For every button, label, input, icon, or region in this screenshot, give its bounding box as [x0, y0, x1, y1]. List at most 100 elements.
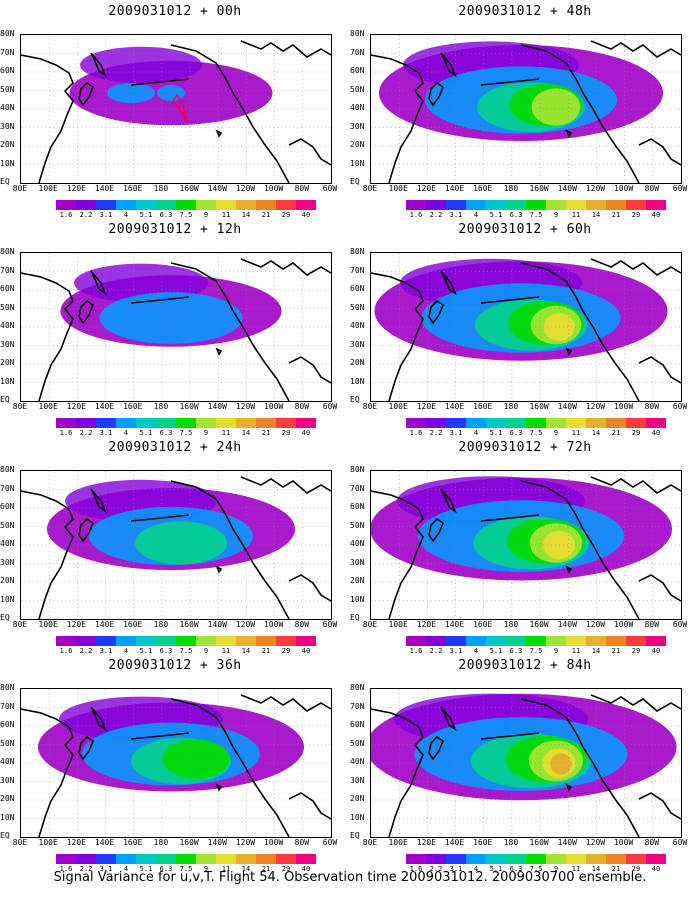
coastline: [215, 783, 223, 792]
colorbar-swatch: [276, 200, 296, 210]
coastline: [130, 78, 190, 86]
latitude-label: 20N: [0, 358, 15, 367]
coastline: [638, 138, 681, 166]
longitude-label: 100E: [38, 620, 58, 629]
colorbar-label: 6.3: [159, 211, 173, 219]
colorbar-swatch: [176, 636, 196, 646]
coastline: [520, 262, 640, 401]
colorbar-labels: 1.6 2.2 3.1 4 5.1 6.3 7.5 9 11 14 21 29 40: [406, 865, 666, 875]
longitude-label: 160E: [123, 838, 143, 847]
variance-field: [60, 263, 282, 347]
colorbar-swatch: [546, 854, 566, 864]
longitude-label: 140E: [444, 184, 465, 193]
colorbar-swatch: [646, 418, 666, 428]
longitude-label: 100E: [388, 184, 408, 193]
latitude-label: EQ: [0, 395, 10, 404]
latitude-label: 50N: [0, 84, 15, 94]
latitude-label: 40N: [0, 539, 15, 548]
longitude-label: 120W: [585, 402, 606, 411]
colorbar-label: 2.2: [79, 865, 93, 873]
colorbar-label: 40: [651, 865, 661, 873]
colorbar-label: 9: [553, 211, 559, 219]
colorbar: [406, 854, 666, 864]
colorbar-label: 1.6: [409, 429, 423, 437]
colorbar-swatch: [136, 636, 156, 646]
latitude-label: 70N: [350, 47, 365, 57]
coastline: [21, 54, 74, 183]
colorbar-swatch: [606, 854, 626, 864]
colorbar-label: 29: [281, 647, 291, 655]
latitude-label: 20N: [350, 140, 365, 149]
colorbar-swatch: [506, 418, 526, 428]
colorbar-label: 7.5: [529, 865, 543, 873]
longitude-label: 100E: [38, 184, 58, 193]
colorbar-label: 4: [123, 865, 129, 873]
colorbar-swatch: [586, 200, 606, 210]
colorbar-label: 6.3: [159, 865, 173, 873]
coastline: [215, 565, 223, 574]
colorbar-label: 1.6: [59, 865, 73, 873]
colorbar-swatch: [256, 636, 276, 646]
coastline: [638, 792, 681, 820]
longitude-label: 120W: [235, 184, 256, 193]
longitude-label: 100E: [38, 402, 58, 411]
coastline: [590, 694, 681, 712]
coastline: [170, 262, 290, 401]
colorbar-swatch: [76, 200, 96, 210]
colorbar-label: 9: [203, 647, 209, 655]
variance-field: [47, 479, 295, 570]
longitude-label: 80E: [12, 184, 28, 193]
colorbar-swatch: [156, 200, 176, 210]
longitude-label: 120E: [416, 838, 436, 847]
figure-caption: Signal Variance for u,v,T. Flight 54. Ob…: [53, 870, 647, 885]
longitude-label: 160W: [529, 184, 549, 193]
colorbar-label: 9: [203, 429, 209, 437]
longitude-label: 140E: [94, 620, 115, 629]
colorbar-label: 3.1: [99, 429, 113, 437]
colorbar-label: 21: [261, 429, 271, 437]
colorbar-label: 29: [631, 647, 641, 655]
latitude-label: EQ: [0, 613, 10, 622]
colorbar-label: 3.1: [449, 647, 463, 655]
colorbar-label: 29: [631, 865, 641, 873]
colorbar-swatch: [176, 418, 196, 428]
longitude-label: 160E: [123, 620, 143, 629]
coastline: [440, 488, 457, 514]
longitude-label: 80E: [362, 620, 378, 629]
longitude-label: 120E: [66, 184, 86, 193]
colorbar-swatch: [76, 418, 96, 428]
colorbar-label: 2.2: [79, 211, 93, 219]
latitude-label: 20N: [350, 576, 365, 585]
colorbar-label: 3.1: [99, 865, 113, 873]
coastline: [371, 54, 424, 183]
colorbar-label: 29: [631, 211, 641, 219]
latitude-label: 30N: [350, 557, 365, 567]
longitude-label: 140E: [94, 184, 115, 193]
coastline: [590, 476, 681, 494]
colorbar-label: 9: [203, 211, 209, 219]
latitude-label: 50N: [350, 520, 365, 530]
coastline: [215, 347, 223, 356]
coastline: [78, 81, 94, 107]
colorbar-swatch: [526, 200, 546, 210]
colorbar-swatch: [586, 636, 606, 646]
latitude-label: 10N: [0, 158, 15, 168]
colorbar-swatch: [546, 200, 566, 210]
colorbar-labels: 1.6 2.2 3.1 4 5.1 6.3 7.5 9 11 14 21 29 40: [56, 211, 316, 221]
longitude-label: 120E: [416, 184, 436, 193]
colorbar-swatch: [566, 854, 586, 864]
colorbar-swatch: [156, 636, 176, 646]
colorbar-swatch: [296, 854, 316, 864]
latitude-label: 70N: [350, 265, 365, 275]
colorbar-swatch: [566, 200, 586, 210]
map-panel: 2009031012 + 72h 80N 70N 60N 50N 40N 30N 20N 10N…: [350, 440, 700, 660]
colorbar-label: 29: [631, 429, 641, 437]
longitude-label: 140E: [94, 838, 115, 847]
longitude-label: 120E: [66, 402, 86, 411]
latitude-label: 60N: [0, 284, 15, 293]
colorbar-label: 21: [261, 211, 271, 219]
colorbar-label: 4: [473, 211, 479, 219]
colorbar-label: 5.1: [489, 865, 503, 873]
coastline: [215, 129, 223, 138]
latitude-label: 40N: [0, 321, 15, 330]
